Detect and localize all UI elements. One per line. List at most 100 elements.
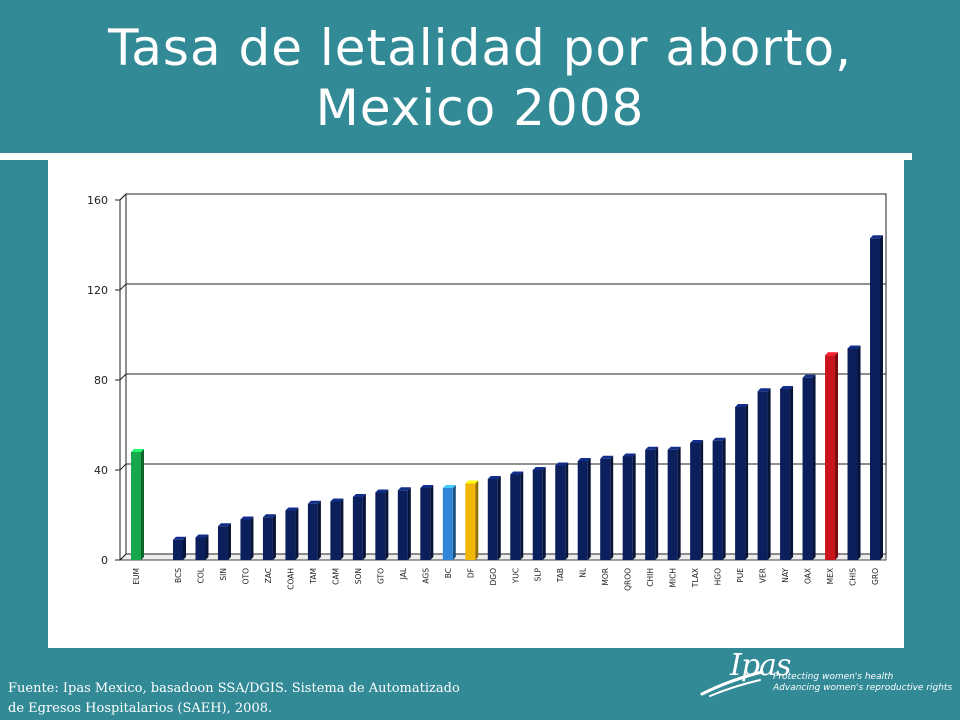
x-tick-label: HGO <box>714 568 723 585</box>
bar-chart: 0 40 80 120 160 EUM BCS COL SIN OTO ZAC COAH TAM CAM S… <box>87 193 887 591</box>
bar-df <box>465 483 476 560</box>
bar-top <box>352 494 366 497</box>
x-tick-label: EUM <box>132 568 141 585</box>
bar-top <box>397 487 411 491</box>
y-tick-label: 0 <box>101 554 108 567</box>
bar-side <box>272 514 276 560</box>
bar-hgo <box>712 440 723 560</box>
x-tick-label: NAY <box>781 568 790 583</box>
x-tick-label: DF <box>466 568 475 578</box>
bar-top <box>510 471 524 475</box>
x-tick-label: CAM <box>331 568 340 585</box>
bar-top <box>780 386 794 389</box>
x-tick-label: SON <box>354 568 363 584</box>
bar-mich <box>667 449 678 560</box>
bar-top <box>532 467 546 470</box>
bar-side <box>812 374 816 560</box>
y-tick-label: 40 <box>94 464 108 477</box>
bar-top <box>420 485 434 488</box>
x-tick-label: ZAC <box>264 568 273 583</box>
bar-pue <box>735 407 746 560</box>
gridline-depth <box>119 283 127 291</box>
bar-qroo <box>622 456 633 560</box>
bar-side <box>767 388 771 560</box>
bar-top <box>307 500 321 504</box>
chart-panel: 0 40 80 120 160 EUM BCS COL SIN OTO ZAC COAH TAM CAM S… <box>48 160 904 648</box>
bar-top <box>690 440 704 443</box>
bar-nay <box>780 389 791 560</box>
bar-eum <box>131 452 141 560</box>
title-line-2: Mexico 2008 <box>315 79 645 137</box>
bar-top <box>375 489 389 493</box>
bar-top <box>240 516 254 520</box>
bar-side <box>340 498 344 560</box>
bar-top <box>173 536 186 540</box>
x-tick-label: OAX <box>804 568 813 584</box>
x-tick-label: SLP <box>534 568 543 582</box>
bar-side <box>655 446 659 560</box>
bar-top <box>870 235 883 239</box>
bar-chis <box>847 348 858 560</box>
swoosh-icon <box>700 670 764 697</box>
bar-side <box>385 489 389 560</box>
x-tick-label: COL <box>196 567 205 583</box>
bar-ver <box>757 391 768 560</box>
bar-yuc <box>510 474 521 560</box>
bar-side <box>141 449 144 560</box>
gridline-depth <box>119 373 127 381</box>
bar-side <box>250 516 254 560</box>
bar-top <box>667 446 681 450</box>
bar-top <box>712 437 726 441</box>
bar-top <box>330 498 344 502</box>
bar-side <box>430 485 434 560</box>
x-tick-label: MICH <box>669 568 678 588</box>
x-tick-label: TLAX <box>691 568 700 588</box>
bar-side <box>317 500 321 560</box>
bar-dgo <box>487 479 498 560</box>
bar-coah <box>285 510 296 560</box>
ipas-logo: Ipas Protecting women's health Advancing… <box>700 648 952 708</box>
x-tick-label: MOR <box>601 568 610 586</box>
bar-side <box>295 507 299 560</box>
bar-side <box>677 446 681 560</box>
bar-side <box>520 471 524 560</box>
chart-floor <box>118 553 887 561</box>
x-tick-label: CHIS <box>849 568 858 586</box>
bar-side <box>452 485 456 560</box>
bar-side <box>407 487 411 560</box>
bar-side <box>632 453 636 560</box>
x-tick-label: OTO <box>241 568 250 584</box>
bar-side <box>790 386 794 560</box>
bar-bcs <box>173 539 183 560</box>
page-title: Tasa de letalidad por aborto, Mexico 200… <box>0 18 960 138</box>
gridline-depth <box>119 553 127 561</box>
source-line-2: de Egresos Hospitalarios (SAEH), 2008. <box>8 701 273 716</box>
x-tick-label: MEX <box>826 568 835 584</box>
bar-side <box>475 480 479 560</box>
x-tick-label: YUC <box>511 568 520 584</box>
bar-side <box>497 476 501 560</box>
bar-side <box>227 523 231 560</box>
bar-son <box>352 497 363 560</box>
bar-gro <box>870 238 880 560</box>
y-tick-label: 160 <box>87 194 108 207</box>
bar-side <box>362 494 366 560</box>
bar-top <box>622 453 636 457</box>
bar-top <box>195 534 209 538</box>
x-tick-label: GTO <box>376 568 385 584</box>
bar-sin <box>217 526 228 560</box>
x-tick-label: AGS <box>421 568 430 584</box>
bar-side <box>183 536 186 560</box>
bar-chih <box>645 449 656 560</box>
bar-ags <box>420 488 431 560</box>
bar-side <box>857 345 861 560</box>
source-line-1: Fuente: Ipas Mexico, basadoon SSA/DGIS. … <box>8 681 460 696</box>
bar-top <box>285 507 299 511</box>
bar-top <box>555 462 569 466</box>
bar-side <box>205 534 209 560</box>
logo-word: Ipas <box>730 648 791 683</box>
x-tick-label: VER <box>759 568 768 583</box>
bar-side <box>880 235 883 560</box>
bar-tam <box>307 503 318 560</box>
bar-tab <box>555 465 566 560</box>
